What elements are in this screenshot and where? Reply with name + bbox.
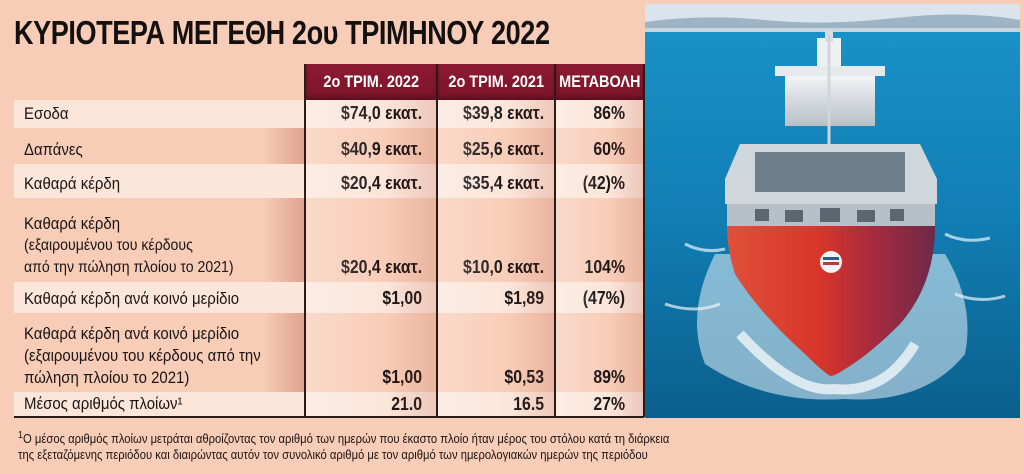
value-change: 89% [593,367,625,387]
table-row: Καθαρά κέρδη (εξαιρουμένου του κέρδους α… [14,198,643,282]
value-change: (42)% [582,173,625,193]
value-q2-2021: $25,6 εκατ. [462,139,544,159]
value-q2-2022: $1,00 [382,367,422,387]
footnote-marker: 1 [18,430,24,441]
row-label: Δαπάνες [24,128,91,164]
row-label-line: Εσοδα [24,104,69,123]
value-q2-2021: $0,53 [504,367,544,387]
row-label-line: Δαπάνες [24,140,83,159]
table-bottom-rule [14,416,644,418]
row-label-line: Καθαρά κέρδη ανά κοινό μερίδιο [24,324,240,343]
page-title: ΚΥΡΙΟΤΕΡΑ ΜΕΓΕΘΗ 2ου ΤΡΙΜΗΝΟΥ 2022 [14,14,550,51]
row-label-line: πώληση πλοίου το 2021) [24,368,190,387]
column-divider [643,64,645,417]
table-row: Μέσος αριθμός πλοίων¹ 21.0 16.5 27% [14,392,643,416]
column-divider [436,64,438,417]
ship-photo [645,4,1020,418]
value-q2-2021: $1,89 [504,288,544,308]
column-header-change: ΜΕΤΑΒΟΛΗ [556,64,643,100]
row-label-line: Μέσος αριθμός πλοίων¹ [24,394,183,413]
row-label: Καθαρά κέρδη [24,164,133,198]
footnote-line-2: της εξεταζόμενης περιόδου και διαιρώντας… [18,448,648,462]
row-label: Καθαρά κέρδη ανά κοινό μερίδιο (εξαιρουμ… [24,313,293,392]
column-header-q2-2021: 2ο ΤΡΙΜ. 2021 [438,64,555,100]
value-change: 86% [593,103,625,123]
footnote-line-1: 1Ο μέσος αριθμός πλοίων μετράται αθροίζο… [18,430,670,446]
row-label-line: Καθαρά κέρδη [24,174,121,193]
value-q2-2022: $74,0 εκατ. [340,103,422,123]
row-label-line: Καθαρά κέρδη [24,214,121,233]
value-change: 27% [593,394,625,414]
table-row: Καθαρά κέρδη ανά κοινό μερίδιο (εξαιρουμ… [14,313,643,392]
column-divider [304,64,306,417]
value-q2-2022: $20,4 εκατ. [340,173,422,193]
value-q2-2021: $10,0 εκατ. [462,257,544,277]
value-change: 104% [584,257,625,277]
table-row: Δαπάνες $40,9 εκατ. $25,6 εκατ. 60% [14,128,643,164]
row-label-line: από την πώληση πλοίου το 2021) [24,259,234,276]
row-label-line: Καθαρά κέρδη ανά κοινό μερίδιο [24,289,240,308]
value-q2-2021: $39,8 εκατ. [462,103,544,123]
value-q2-2021: $35,4 εκατ. [462,173,544,193]
row-label-line: (εξαιρουμένου του κέρδους από την [24,346,261,365]
row-label: Καθαρά κέρδη ανά κοινό μερίδιο [24,282,268,313]
column-header-q2-2022: 2ο ΤΡΙΜ. 2022 [306,64,437,100]
row-label-line: (εξαιρουμένου του κέρδους [24,237,193,254]
value-q2-2022: $40,9 εκατ. [340,139,422,159]
table-row: Καθαρά κέρδη $20,4 εκατ. $35,4 εκατ. (42… [14,164,643,198]
row-label: Εσοδα [24,100,75,128]
footnote: 1Ο μέσος αριθμός πλοίων μετράται αθροίζο… [18,428,1018,463]
summary-table-panel: ΚΥΡΙΟΤΕΡΑ ΜΕΓΕΘΗ 2ου ΤΡΙΜΗΝΟΥ 2022 Εσοδα… [14,14,645,418]
value-q2-2022: $1,00 [382,288,422,308]
row-label: Καθαρά κέρδη (εξαιρουμένου του κέρδους α… [24,198,262,282]
row-label: Μέσος αριθμός πλοίων¹ [24,392,204,416]
lng-carrier-ship-illustration [645,4,1020,418]
value-q2-2022: $20,4 εκατ. [340,257,422,277]
value-q2-2022: 21.0 [391,394,422,414]
table-row: Καθαρά κέρδη ανά κοινό μερίδιο $1,00 $1,… [14,282,643,313]
value-q2-2021: 16.5 [513,394,544,414]
column-divider [554,64,556,417]
value-change: 60% [593,139,625,159]
value-change: (47%) [582,288,625,308]
table-row: Εσοδα $74,0 εκατ. $39,8 εκατ. 86% [14,100,643,128]
